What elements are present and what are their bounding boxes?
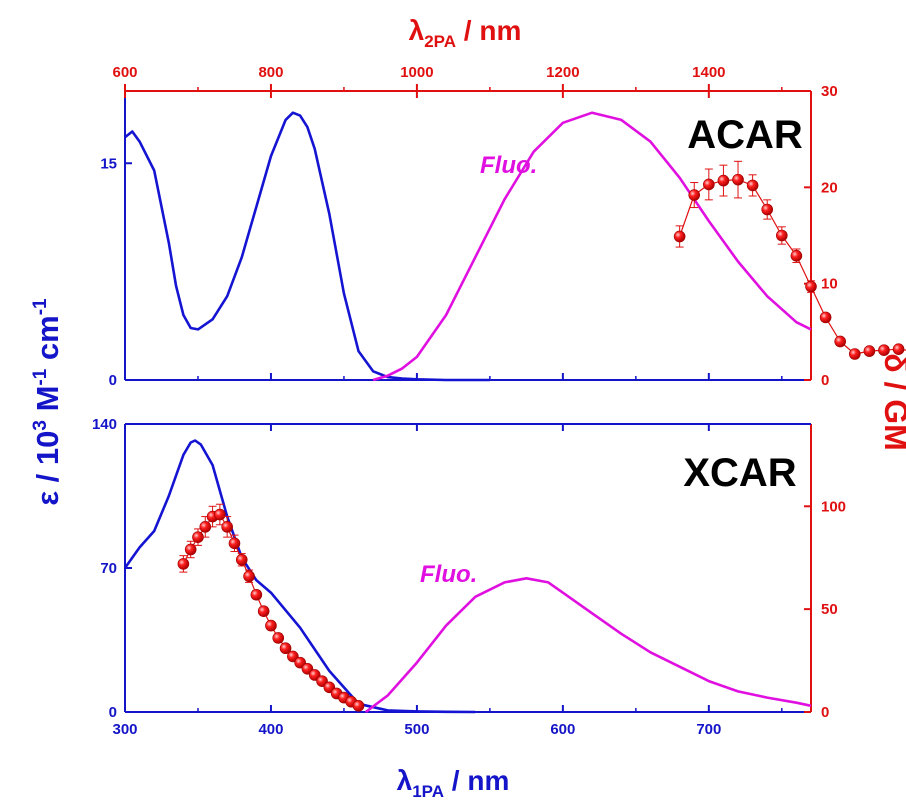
x-tick-label: 400 — [258, 721, 283, 738]
y-right-tick-label: 0 — [821, 372, 829, 389]
data-point — [834, 335, 846, 348]
data-point — [235, 553, 248, 566]
right-axis-title: δ / GM — [878, 353, 906, 451]
top-x-tick-label: 1200 — [546, 64, 579, 81]
data-point — [272, 632, 285, 644]
panel-xcar: 300 400 500 600 700 0 70 140 0 50 100 XCAR Fluo. — [92, 416, 846, 738]
top-x-tick-label: 600 — [112, 64, 137, 81]
y-left-tick-label: 15 — [100, 155, 117, 172]
x-tick-label: 600 — [550, 721, 575, 738]
data-point — [214, 508, 226, 521]
y-right-tick-label: 20 — [821, 179, 838, 196]
data-point — [221, 521, 233, 533]
panel-acar: 600 800 1000 1200 1400 0 15 0 10 20 30 ACAR Fluo. — [100, 64, 906, 389]
data-point — [717, 174, 730, 187]
fluo-annotation: Fluo. — [420, 561, 477, 588]
data-point — [250, 588, 263, 601]
data-point — [228, 537, 241, 550]
data-point — [673, 230, 686, 243]
panel-label: ACAR — [687, 113, 803, 157]
top-x-tick-label: 1000 — [400, 64, 433, 81]
y-left-tick-label: 140 — [92, 416, 117, 433]
y-right-tick-label: 100 — [821, 498, 846, 515]
panel-label: XCAR — [683, 451, 796, 495]
data-point — [177, 558, 190, 570]
series-line-2 — [182, 513, 359, 707]
x-tick-label: 700 — [696, 721, 721, 738]
y-right-tick-label: 10 — [821, 276, 838, 293]
top-x-tick-label: 800 — [258, 64, 283, 81]
data-point — [848, 348, 861, 360]
data-point — [184, 543, 197, 556]
data-point — [790, 249, 803, 262]
data-point — [878, 344, 890, 356]
y-right-tick-label: 30 — [821, 83, 838, 100]
data-point — [243, 570, 255, 583]
data-point — [279, 642, 292, 655]
fluo-annotation: Fluo. — [480, 152, 537, 179]
y-right-tick-label: 50 — [821, 601, 838, 618]
data-point — [746, 179, 759, 192]
data-point — [805, 280, 817, 293]
data-point — [732, 173, 744, 186]
bottom-axis-title: λ1PA / nm — [397, 765, 510, 801]
data-point — [257, 605, 270, 618]
series-line-0 — [124, 111, 490, 382]
series-line-1 — [365, 576, 812, 714]
y-left-tick-label: 0 — [109, 704, 117, 721]
top-axis-title: λ2PA / nm — [409, 15, 522, 51]
series-line-1 — [372, 111, 812, 382]
data-point — [761, 203, 774, 216]
top-x-tick-label: 1400 — [692, 64, 725, 81]
data-point — [776, 229, 788, 242]
data-point — [352, 700, 365, 712]
data-point — [688, 189, 701, 201]
y-left-tick-label: 0 — [109, 372, 117, 389]
x-tick-label: 300 — [112, 721, 137, 738]
y-right-tick-label: 0 — [821, 704, 829, 721]
data-point — [265, 619, 277, 632]
left-axis-title: ε / 103 M-1 cm-1 — [30, 298, 65, 506]
data-point — [819, 311, 832, 324]
x-tick-label: 500 — [404, 721, 429, 738]
data-point — [703, 178, 715, 191]
data-point — [892, 343, 905, 355]
data-point — [863, 345, 876, 357]
y-left-tick-label: 70 — [100, 560, 117, 577]
